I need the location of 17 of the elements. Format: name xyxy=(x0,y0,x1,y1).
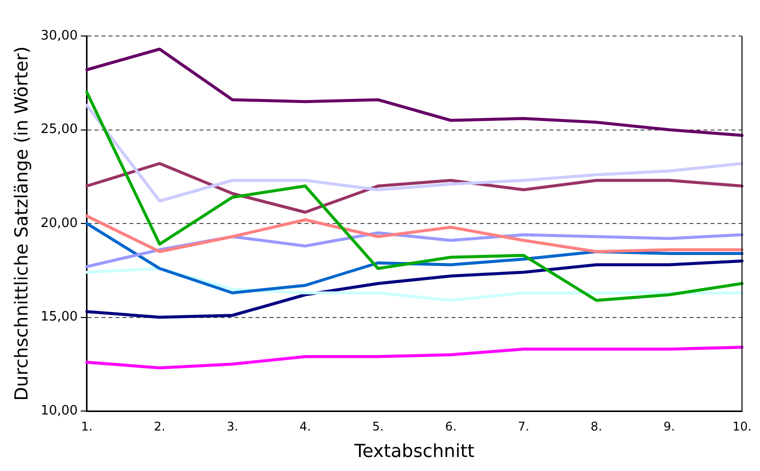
x-tick-label: 5. xyxy=(372,419,384,434)
y-tick-label: 30,00 xyxy=(40,28,78,44)
y-axis-title: Durchschnittliche Satzlänge (in Wörter) xyxy=(11,46,32,401)
x-tick-label: 7. xyxy=(518,419,530,434)
x-tick-label: 10. xyxy=(732,419,752,434)
x-axis-title: Textabschnitt xyxy=(353,440,474,462)
x-tick-label: 1. xyxy=(81,419,93,434)
y-tick-label: 10,00 xyxy=(40,403,78,418)
y-tick-label: 25,00 xyxy=(40,122,78,138)
x-tick-label: 2. xyxy=(154,419,166,434)
x-tick-label: 9. xyxy=(663,419,675,434)
x-tick-label: 6. xyxy=(445,419,457,434)
y-tick-label: 20,00 xyxy=(40,216,78,231)
y-tick-label: 15,00 xyxy=(40,310,78,325)
x-tick-label: 8. xyxy=(590,419,602,434)
x-tick-label: 4. xyxy=(299,419,311,434)
x-tick-label: 3. xyxy=(226,419,238,434)
